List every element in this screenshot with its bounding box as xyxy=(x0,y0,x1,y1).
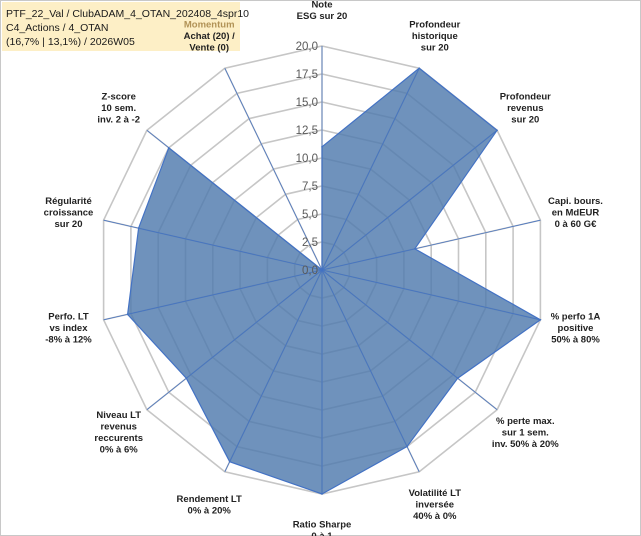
axis-label-group: % perte max.sur 1 sem.inv. 50% à 20% xyxy=(492,416,559,450)
axis-label: historique xyxy=(412,31,458,42)
axis-spoke-overlay xyxy=(224,269,323,472)
axis-label: 0% à 6% xyxy=(100,445,139,456)
radar-tick-labels: 0,0 2,5 5,0 7,5 10,0 12,5 15,0 17,5 20,0 xyxy=(296,41,318,277)
tick-label: 10,0 xyxy=(296,153,318,165)
tick-label: 17,5 xyxy=(296,69,318,81)
axis-label: ESG sur 20 xyxy=(297,11,348,22)
axis-label: 10 sem. xyxy=(101,103,136,114)
axis-label: % perte max. xyxy=(496,416,555,427)
portfolio-name: PTF_22_Val / ClubADAM_4_OTAN_202408_4spr… xyxy=(6,8,249,20)
portfolio-info-box: PTF_22_Val / ClubADAM_4_OTAN_202408_4spr… xyxy=(2,2,249,51)
axis-label: inv. 50% à 20% xyxy=(492,439,559,450)
axis-label: sur 20 xyxy=(421,43,449,54)
axis-label: -8% à 12% xyxy=(45,335,92,346)
axis-label-tag: Momentum xyxy=(184,20,235,31)
axis-label: 0 à 60 G€ xyxy=(555,219,597,230)
axis-label: Profondeur xyxy=(409,20,460,31)
axis-label: Ratio Sharpe xyxy=(293,520,352,531)
axis-label: inversée xyxy=(416,500,455,511)
axis-label: croissance xyxy=(44,207,94,218)
axis-label: Rendement LT xyxy=(177,494,242,505)
axis-label: Note xyxy=(311,0,332,11)
tick-label: 7,5 xyxy=(302,181,318,193)
axis-label: revenus xyxy=(507,103,543,114)
axis-spoke-overlay xyxy=(321,129,498,271)
axis-label: Achat (20) / xyxy=(184,31,236,42)
axis-spoke-overlay xyxy=(321,68,420,271)
axis-label: reccurents xyxy=(94,433,143,444)
axis-label: % perfo 1A xyxy=(551,312,601,323)
axis-label: positive xyxy=(558,323,594,334)
portfolio-category: C4_Actions / 4_OTAN xyxy=(6,22,109,34)
axis-label: Z-score xyxy=(102,92,136,103)
axis-label: Profondeur xyxy=(500,92,551,103)
axis-spoke-overlay xyxy=(321,219,541,271)
axis-label: inv. 2 à -2 xyxy=(97,115,140,126)
tick-label: 0,0 xyxy=(302,265,318,277)
axis-spoke-overlay xyxy=(321,269,498,411)
tick-label: 5,0 xyxy=(302,209,318,221)
axis-spoke-overlay xyxy=(321,269,541,321)
tick-label: 20,0 xyxy=(296,41,318,53)
axis-label: 0% à 20% xyxy=(188,505,232,516)
axis-spoke-overlay xyxy=(103,269,323,321)
axis-label: vs index xyxy=(49,323,88,334)
axis-label: sur 20 xyxy=(55,219,83,230)
portfolio-stats: (16,7% | 13,1%) / 2026W05 xyxy=(6,36,135,48)
axis-label: Niveau LT xyxy=(96,410,141,421)
axis-label: Perfo. LT xyxy=(48,312,89,323)
series-area xyxy=(127,68,541,494)
axis-spoke-overlay xyxy=(321,269,420,472)
axis-spoke-overlay xyxy=(103,219,323,271)
axis-label: 40% à 0% xyxy=(413,511,457,522)
axis-label: Volatilité LT xyxy=(409,488,462,499)
axis-spoke-overlay xyxy=(146,129,323,271)
axis-label: en MdEUR xyxy=(552,207,600,218)
axis-spoke-overlay xyxy=(224,68,323,271)
axis-label: sur 1 sem. xyxy=(502,427,549,438)
tick-label: 2,5 xyxy=(302,237,318,249)
axis-label: sur 20 xyxy=(511,115,539,126)
axis-label: revenus xyxy=(100,422,136,433)
axis-spoke-overlay xyxy=(146,269,323,411)
axis-label: Vente (0) xyxy=(189,43,229,54)
axis-label-group: Rendement LT0% à 20% xyxy=(177,494,242,517)
axis-label: Capi. bours. xyxy=(548,196,603,207)
tick-label: 15,0 xyxy=(296,97,318,109)
axis-label: 0 à 1 xyxy=(311,531,333,536)
radar-series xyxy=(103,46,542,495)
tick-label: 12,5 xyxy=(296,125,318,137)
axis-label: 50% à 80% xyxy=(551,335,600,346)
axis-label-group: Ratio Sharpe0 à 1 xyxy=(293,520,352,536)
axis-label: Régularité xyxy=(45,196,91,207)
